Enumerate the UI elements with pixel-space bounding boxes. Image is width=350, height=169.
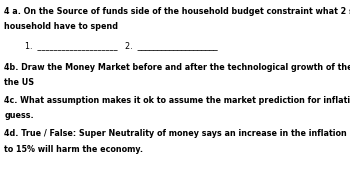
Text: guess.: guess.: [4, 111, 34, 120]
Text: 1.  ____________________   2.  ____________________: 1. ____________________ 2. _____________…: [25, 41, 217, 50]
Text: 4 a. On the Source of funds side of the household budget constraint what 2 sourc: 4 a. On the Source of funds side of the …: [4, 7, 350, 16]
Text: 4c. What assumption makes it ok to assume the market prediction for inflation is: 4c. What assumption makes it ok to assum…: [4, 96, 350, 105]
Text: household have to spend: household have to spend: [4, 22, 118, 31]
Text: to 15% will harm the economy.: to 15% will harm the economy.: [4, 145, 143, 154]
Text: the US: the US: [4, 78, 34, 87]
Text: 4b. Draw the Money Market before and after the technological growth of the late : 4b. Draw the Money Market before and aft…: [4, 63, 350, 71]
Text: 4d. True / False: Super Neutrality of money says an increase in the inflation ra: 4d. True / False: Super Neutrality of mo…: [4, 129, 350, 138]
